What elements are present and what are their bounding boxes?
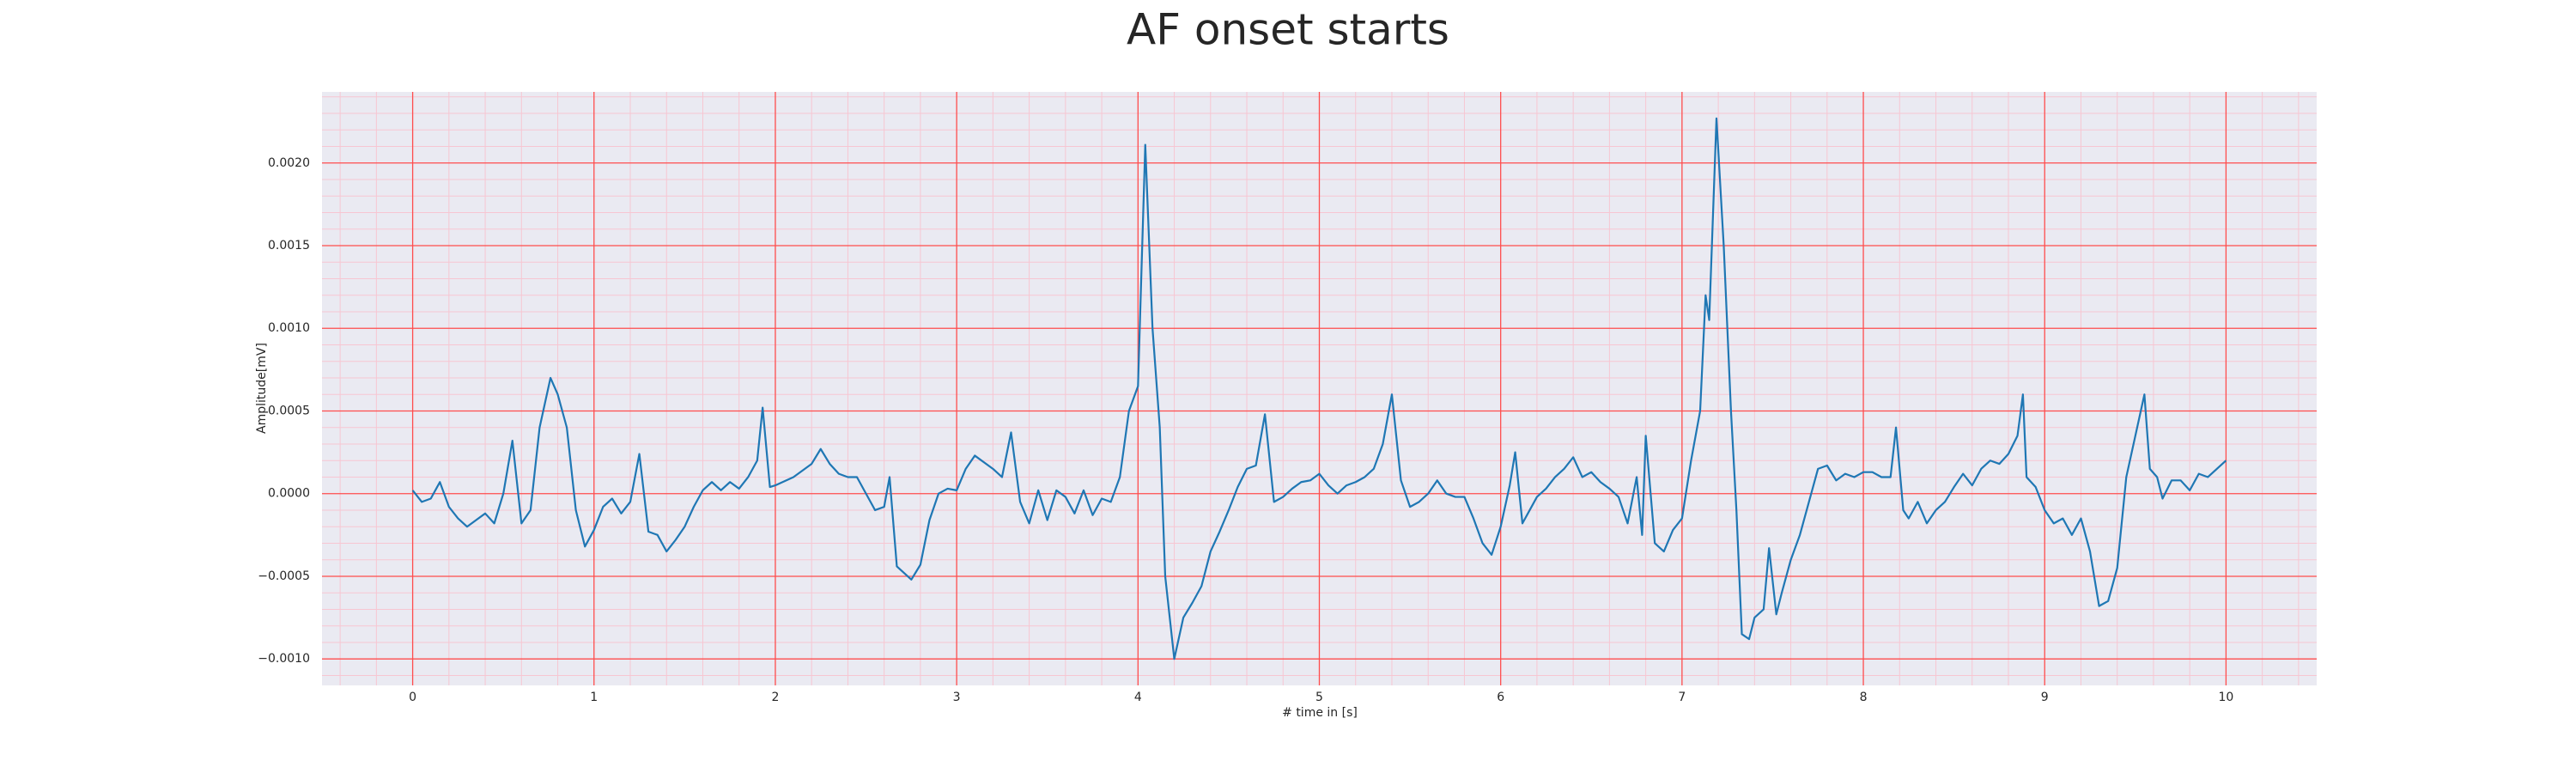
x-tick-label: 5 [1315, 691, 1323, 704]
x-tick-label: 7 [1678, 691, 1686, 704]
y-tick-label: 0.0010 [268, 321, 310, 335]
x-tick-label: 10 [2218, 691, 2233, 704]
x-tick-label: 4 [1134, 691, 1142, 704]
x-tick-label: 2 [771, 691, 779, 704]
line-series [411, 117, 2227, 660]
x-tick-label: 3 [953, 691, 961, 704]
y-tick-label: −0.0010 [258, 652, 310, 666]
y-tick-label: 0.0005 [268, 404, 310, 417]
x-tick-label: 6 [1497, 691, 1504, 704]
chart-title: AF onset starts [1127, 5, 1449, 55]
y-tick-label: 0.0020 [268, 156, 310, 170]
y-tick-label: 0.0015 [268, 239, 310, 253]
y-tick-label: 0.0000 [268, 487, 310, 501]
x-tick-label: 8 [1860, 691, 1868, 704]
x-tick-label: 9 [2041, 691, 2049, 704]
y-tick-label: −0.0005 [258, 569, 310, 583]
x-axis-label: # time in [s] [1282, 706, 1358, 720]
x-tick-label: 1 [590, 691, 598, 704]
x-tick-label: 0 [409, 691, 416, 704]
y-axis-label: Amplitude[mV] [255, 343, 269, 434]
